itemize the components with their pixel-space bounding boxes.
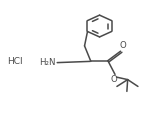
Text: O: O: [119, 41, 126, 50]
Text: H₂N: H₂N: [40, 58, 56, 67]
Text: HCl: HCl: [7, 58, 23, 66]
Text: O: O: [111, 75, 118, 84]
